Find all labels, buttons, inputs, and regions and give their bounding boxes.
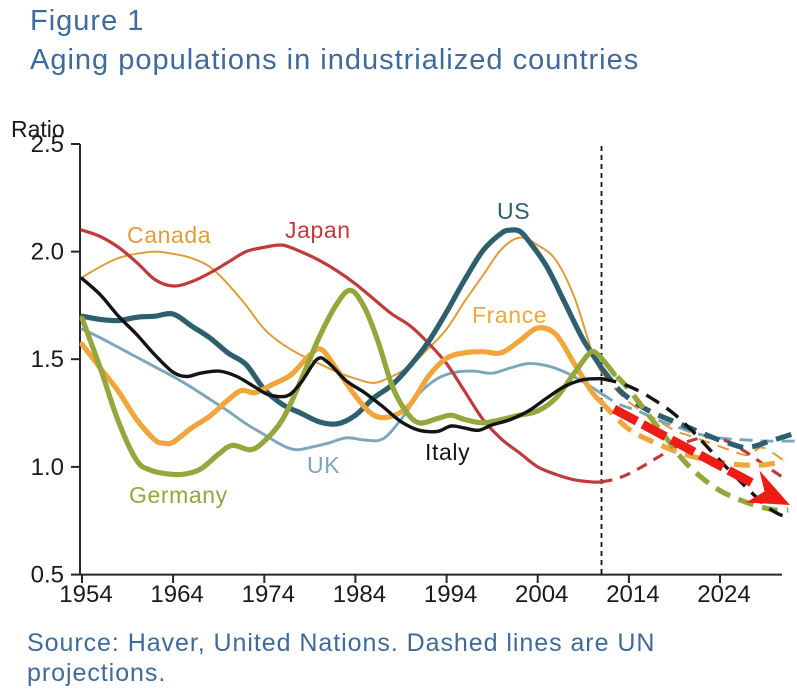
svg-text:1.5: 1.5 (31, 346, 64, 373)
svg-text:Ratio: Ratio (11, 116, 65, 142)
svg-text:1994: 1994 (424, 581, 477, 608)
svg-text:1.0: 1.0 (31, 454, 64, 481)
svg-text:2.5: 2.5 (31, 131, 64, 158)
svg-text:2024: 2024 (697, 581, 750, 608)
svg-text:2.0: 2.0 (31, 239, 64, 266)
svg-text:1974: 1974 (242, 581, 295, 608)
svg-text:1954: 1954 (59, 581, 112, 608)
svg-text:US: US (497, 198, 530, 224)
svg-text:Italy: Italy (425, 439, 470, 465)
svg-text:Canada: Canada (127, 222, 211, 248)
svg-text:0.5: 0.5 (31, 562, 64, 589)
svg-text:2004: 2004 (515, 581, 568, 608)
svg-text:1964: 1964 (150, 581, 203, 608)
svg-text:UK: UK (307, 452, 340, 478)
svg-text:Germany: Germany (129, 482, 228, 508)
svg-text:1984: 1984 (333, 581, 386, 608)
svg-text:2014: 2014 (606, 581, 659, 608)
svg-text:France: France (472, 302, 547, 328)
svg-text:Japan: Japan (285, 217, 351, 243)
